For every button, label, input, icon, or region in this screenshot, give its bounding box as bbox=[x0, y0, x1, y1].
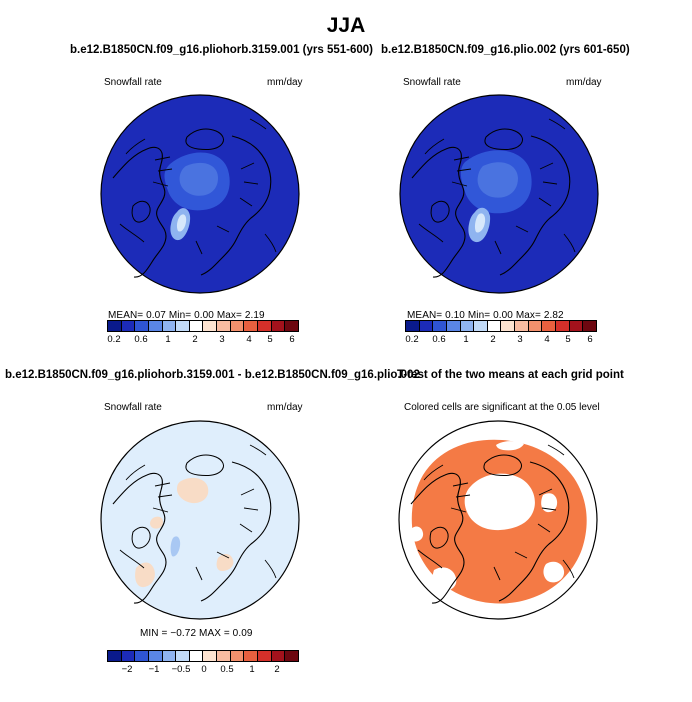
colorbar-cell bbox=[487, 321, 502, 331]
colorbar-tick-label: 3 bbox=[219, 334, 225, 345]
colorbar-cell bbox=[176, 651, 190, 661]
colorbar-cell bbox=[244, 321, 259, 331]
colorbar-cell bbox=[419, 321, 434, 331]
panel-2-colorbar-labels: 0.2 0.6 1 2 3 4 5 6 bbox=[405, 334, 595, 346]
panel-4-subtitle: Colored cells are significant at the 0.0… bbox=[404, 402, 600, 413]
panel-1-stats: MEAN= 0.07 Min= 0.00 Max= 2.19 bbox=[108, 310, 265, 321]
colorbar-tick-label: 0.6 bbox=[134, 334, 148, 345]
panel-1-colorbar bbox=[107, 320, 299, 332]
colorbar-cell bbox=[406, 321, 420, 331]
colorbar-tick-label: 2 bbox=[192, 334, 198, 345]
colorbar-tick-label: 6 bbox=[587, 334, 593, 345]
colorbar-tick-label: 4 bbox=[246, 334, 252, 345]
panel-1-colorbar-labels: 0.2 0.6 1 2 3 4 5 6 bbox=[107, 334, 297, 346]
panel-1-title: b.e12.B1850CN.f09_g16.pliohorb.3159.001 … bbox=[70, 44, 373, 56]
panel-3-colorbar-labels: −2 −1 −0.5 0 0.5 1 2 bbox=[107, 664, 297, 676]
colorbar-cell bbox=[108, 321, 122, 331]
colorbar-cell bbox=[203, 651, 218, 661]
colorbar-cell bbox=[230, 651, 245, 661]
colorbar-cell bbox=[258, 321, 272, 331]
colorbar-cell bbox=[135, 321, 149, 331]
panel-4-title: T-test of the two means at each grid poi… bbox=[397, 369, 624, 381]
colorbar-cell bbox=[542, 321, 557, 331]
panel-3-polar-map bbox=[100, 420, 300, 620]
colorbar-tick-label: 0 bbox=[201, 664, 207, 675]
colorbar-cell bbox=[135, 651, 149, 661]
colorbar-tick-label: 4 bbox=[544, 334, 550, 345]
colorbar-tick-label: 0.6 bbox=[432, 334, 446, 345]
colorbar-cell bbox=[121, 321, 136, 331]
panel-3-title: b.e12.B1850CN.f09_g16.pliohorb.3159.001 … bbox=[5, 369, 420, 381]
colorbar-tick-label: 2 bbox=[490, 334, 496, 345]
colorbar-tick-label: 0.2 bbox=[107, 334, 121, 345]
colorbar-cell bbox=[121, 651, 136, 661]
colorbar-cell bbox=[108, 651, 122, 661]
colorbar-cell bbox=[271, 651, 286, 661]
colorbar-tick-label: 1 bbox=[249, 664, 255, 675]
colorbar-cell bbox=[501, 321, 516, 331]
colorbar-cell bbox=[148, 651, 163, 661]
colorbar-tick-label: 5 bbox=[267, 334, 273, 345]
colorbar-tick-label: 3 bbox=[517, 334, 523, 345]
colorbar-tick-label: 5 bbox=[565, 334, 571, 345]
colorbar-cell bbox=[285, 651, 298, 661]
colorbar-cell bbox=[189, 321, 204, 331]
main-title: JJA bbox=[326, 14, 366, 37]
panel-1-variable-label: Snowfall rate bbox=[104, 77, 162, 88]
colorbar-cell bbox=[446, 321, 461, 331]
colorbar-cell bbox=[285, 321, 298, 331]
colorbar-cell bbox=[258, 651, 272, 661]
colorbar-cell bbox=[217, 651, 231, 661]
panel-1-units-label: mm/day bbox=[267, 77, 303, 88]
colorbar-tick-label: −1 bbox=[148, 664, 160, 675]
colorbar-cell bbox=[583, 321, 596, 331]
panel-2-stats: MEAN= 0.10 Min= 0.00 Max= 2.82 bbox=[407, 310, 564, 321]
colorbar-tick-label: 1 bbox=[165, 334, 171, 345]
panel-1-polar-map bbox=[100, 94, 300, 294]
colorbar-cell bbox=[515, 321, 529, 331]
panel-3-units-label: mm/day bbox=[267, 402, 303, 413]
colorbar-cell bbox=[203, 321, 218, 331]
colorbar-tick-label: 6 bbox=[289, 334, 295, 345]
colorbar-cell bbox=[433, 321, 447, 331]
panel-3-colorbar bbox=[107, 650, 299, 662]
panel-2-polar-map bbox=[399, 94, 599, 294]
panel-3-stats: MIN = −0.72 MAX = 0.09 bbox=[140, 628, 253, 639]
colorbar-cell bbox=[189, 651, 204, 661]
colorbar-tick-label: 1 bbox=[463, 334, 469, 345]
colorbar-tick-label: −2 bbox=[121, 664, 133, 675]
panel-2-colorbar bbox=[405, 320, 597, 332]
colorbar-tick-label: 0.2 bbox=[405, 334, 419, 345]
colorbar-cell bbox=[569, 321, 584, 331]
panel-2-title: b.e12.B1850CN.f09_g16.plio.002 (yrs 601-… bbox=[381, 44, 630, 56]
colorbar-tick-label: 0.5 bbox=[220, 664, 234, 675]
colorbar-cell bbox=[162, 321, 177, 331]
colorbar-cell bbox=[271, 321, 286, 331]
colorbar-cell bbox=[528, 321, 543, 331]
panel-3-variable-label: Snowfall rate bbox=[104, 402, 162, 413]
colorbar-cell bbox=[460, 321, 475, 331]
colorbar-cell bbox=[474, 321, 488, 331]
colorbar-tick-label: 2 bbox=[274, 664, 280, 675]
colorbar-cell bbox=[244, 651, 259, 661]
colorbar-cell bbox=[176, 321, 190, 331]
colorbar-cell bbox=[162, 651, 177, 661]
panel-4-polar-map bbox=[398, 420, 598, 620]
colorbar-cell bbox=[148, 321, 163, 331]
colorbar-cell bbox=[556, 321, 570, 331]
panel-2-variable-label: Snowfall rate bbox=[403, 77, 461, 88]
colorbar-cell bbox=[217, 321, 231, 331]
colorbar-tick-label: −0.5 bbox=[171, 664, 191, 675]
colorbar-cell bbox=[230, 321, 245, 331]
panel-2-units-label: mm/day bbox=[566, 77, 602, 88]
